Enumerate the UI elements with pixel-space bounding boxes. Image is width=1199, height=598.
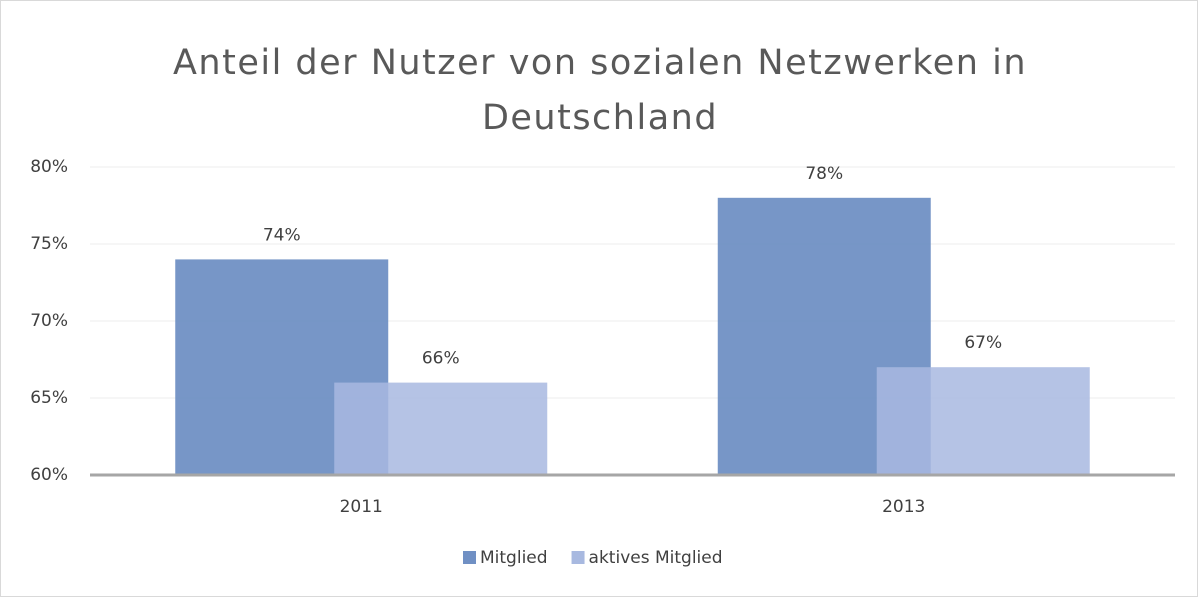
- chart-title: Anteil der Nutzer von sozialen Netzwerke…: [172, 43, 1028, 138]
- y-tick-label: 80%: [30, 157, 68, 177]
- data-label: 78%: [805, 164, 843, 184]
- legend-swatch: [571, 551, 585, 564]
- data-label: 74%: [263, 225, 301, 245]
- y-tick-label: 70%: [30, 311, 68, 331]
- legend-label: aktives Mitglied: [589, 548, 723, 568]
- y-tick-label: 65%: [30, 388, 68, 408]
- data-label: 67%: [964, 333, 1002, 353]
- legend-swatch: [463, 551, 476, 564]
- x-tick-label: 2011: [340, 497, 383, 517]
- legend-label: Mitglied: [480, 548, 548, 568]
- data-label: 66%: [422, 349, 460, 369]
- y-tick-label: 75%: [30, 234, 68, 254]
- bar: [876, 367, 1090, 475]
- y-tick-label: 60%: [30, 465, 68, 485]
- x-tick-label: 2013: [882, 497, 925, 517]
- bar: [334, 382, 548, 475]
